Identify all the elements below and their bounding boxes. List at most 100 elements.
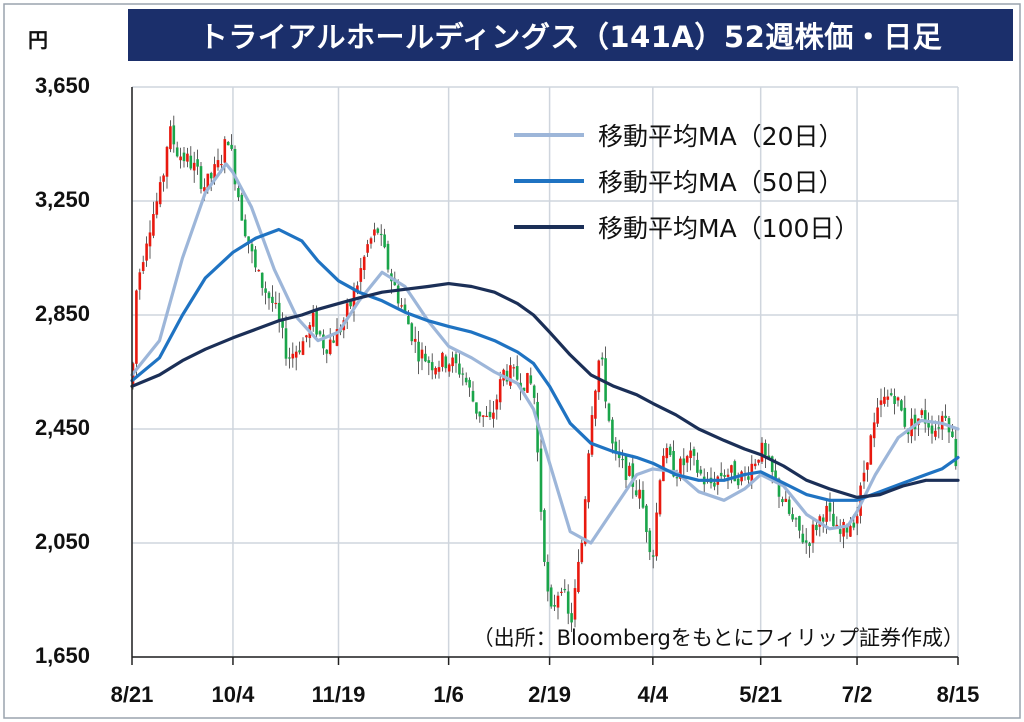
candle-down <box>254 249 257 268</box>
candle-down <box>600 357 604 360</box>
candle-up <box>145 243 148 261</box>
candle-down <box>271 296 274 304</box>
candle-down <box>488 411 492 418</box>
candle-down <box>549 587 553 607</box>
candle-up <box>301 341 305 355</box>
candle-down <box>764 443 767 456</box>
candle-up <box>842 521 845 537</box>
candle-up <box>583 499 587 545</box>
candle-down <box>651 555 655 557</box>
moving-averages <box>130 162 960 545</box>
candle-down <box>260 272 264 288</box>
candle-down <box>515 366 519 380</box>
candle-down <box>719 472 723 477</box>
candle-down <box>209 172 213 179</box>
candle-up <box>590 415 594 455</box>
candle-down <box>736 478 740 486</box>
candle-up <box>400 305 403 307</box>
candle-down <box>349 300 352 307</box>
candle-down <box>923 410 927 424</box>
candle-down <box>464 377 468 383</box>
candle-down <box>322 334 325 349</box>
candle-down <box>604 358 607 402</box>
ma50-line <box>130 227 960 502</box>
candle-down <box>798 516 801 531</box>
candle-down <box>614 441 618 453</box>
candle-up <box>498 379 502 403</box>
candle-down <box>838 529 842 534</box>
candle-down <box>444 356 448 369</box>
candle-down <box>237 188 240 198</box>
candle-down <box>913 414 917 430</box>
candle-down <box>645 505 648 533</box>
candle-up <box>658 480 662 515</box>
y-tick-label: 2,050 <box>34 529 90 554</box>
candle-up <box>577 561 580 592</box>
candle-down <box>471 390 475 402</box>
candle-down <box>226 141 230 146</box>
candle-down <box>233 148 237 185</box>
candle-up <box>206 173 210 190</box>
candle-down <box>696 459 699 473</box>
candle-down <box>410 323 414 342</box>
candle-down <box>461 373 465 375</box>
candle-down <box>505 370 509 382</box>
candle-up <box>328 339 332 355</box>
candle-up <box>920 410 924 416</box>
candle-up <box>216 160 220 168</box>
candle-up <box>760 442 764 462</box>
candle-down <box>804 540 808 543</box>
candle-down <box>801 533 805 543</box>
candle-down <box>937 427 941 429</box>
candle-up <box>872 422 876 439</box>
candle-down <box>230 144 233 149</box>
candle-down <box>787 499 791 514</box>
candle-down <box>332 340 335 343</box>
candle-down <box>196 159 199 167</box>
ma100-line <box>130 282 960 499</box>
candle-down <box>376 228 380 233</box>
candle-down <box>529 375 533 384</box>
candle-down <box>624 455 628 480</box>
candle-up <box>291 353 295 359</box>
candle-down <box>386 243 390 270</box>
candle-down <box>770 456 774 473</box>
candle-up <box>220 163 223 166</box>
legend-ma100: 移動平均MA（100日） <box>514 209 859 245</box>
candle-down <box>889 393 893 396</box>
candle-down <box>403 304 407 312</box>
candle-up <box>526 373 529 393</box>
candle-down <box>607 403 611 421</box>
candle-up <box>356 285 359 293</box>
candle-down <box>777 478 781 497</box>
source-note: （出所：Bloombergをもとにフィリップ証券作成） <box>472 626 964 650</box>
candle-up <box>223 139 227 163</box>
candle-down <box>458 363 461 375</box>
candle-up <box>485 415 488 418</box>
candle-up <box>573 588 577 620</box>
candle-down <box>383 234 386 248</box>
candle-down <box>641 489 645 508</box>
candle-down <box>284 328 288 359</box>
x-tick-label: 4/4 <box>637 682 669 707</box>
candle-up <box>138 272 142 290</box>
candle-down <box>468 379 471 388</box>
candle-down <box>478 411 482 417</box>
candle-up <box>447 364 451 372</box>
candle-down <box>277 302 281 321</box>
candle-up <box>369 238 373 244</box>
candle-up <box>512 367 516 369</box>
candle-up <box>628 465 631 476</box>
candle-down <box>832 513 835 527</box>
candle-up <box>784 498 788 502</box>
candle-down <box>723 475 726 477</box>
candle-up <box>213 164 216 179</box>
candle-down <box>621 458 624 461</box>
legend-ma50-label: 移動平均MA（50日） <box>598 168 844 197</box>
axes <box>3 3 1021 719</box>
candle-down <box>631 463 635 487</box>
candle-up <box>141 262 145 271</box>
candle-down <box>930 425 934 434</box>
candle-down <box>845 525 849 533</box>
candle-down <box>189 155 193 169</box>
